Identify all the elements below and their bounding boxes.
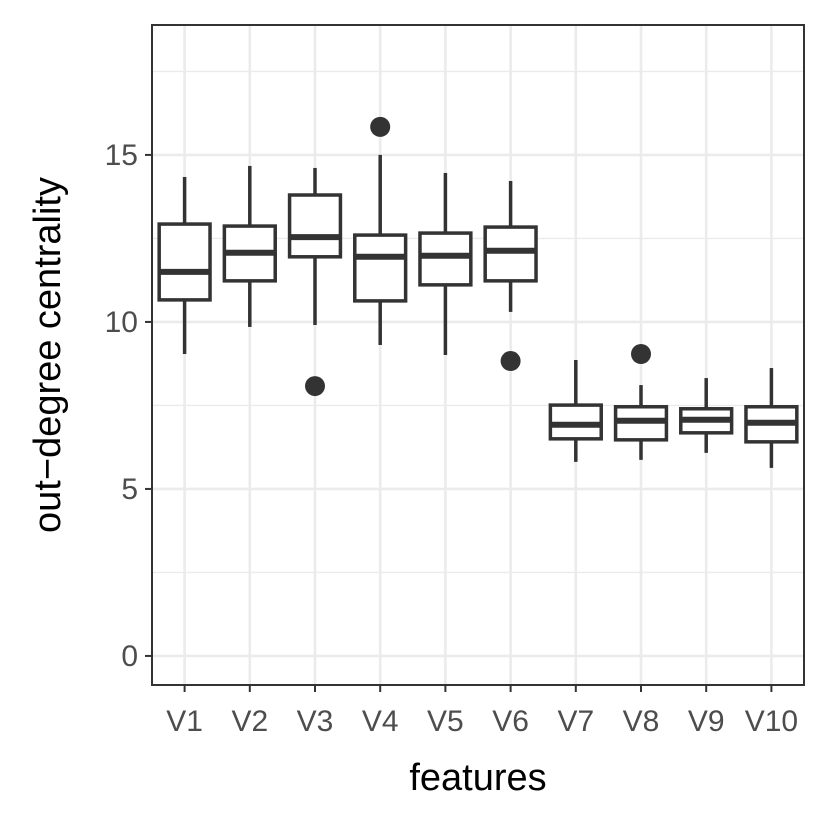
box — [157, 222, 212, 302]
y-tick-label: 15 — [105, 139, 138, 172]
box — [418, 231, 473, 287]
y-tick-label: 5 — [121, 473, 138, 506]
x-tick-label: V4 — [362, 705, 399, 738]
box — [287, 193, 343, 259]
x-tick-label: V9 — [688, 705, 725, 738]
x-tick-label: V7 — [557, 705, 594, 738]
x-tick-label: V8 — [623, 705, 660, 738]
y-tick-label: 0 — [121, 640, 138, 673]
x-tick-label: V10 — [745, 705, 798, 738]
x-tick-label: V3 — [297, 705, 334, 738]
x-tick-label: V5 — [427, 705, 464, 738]
x-axis-title: features — [409, 757, 546, 799]
x-tick-label: V2 — [231, 705, 268, 738]
box — [353, 233, 408, 303]
x-tick-label: V6 — [492, 705, 529, 738]
outlier — [631, 343, 651, 364]
outlier — [370, 116, 391, 137]
y-axis-title: out−degree centrality — [27, 177, 69, 533]
y-tick-label: 10 — [105, 306, 138, 339]
x-tick-label: V1 — [166, 705, 203, 738]
box — [483, 225, 538, 283]
outlier — [500, 351, 521, 372]
panel-border — [151, 24, 805, 686]
outlier — [305, 376, 325, 397]
